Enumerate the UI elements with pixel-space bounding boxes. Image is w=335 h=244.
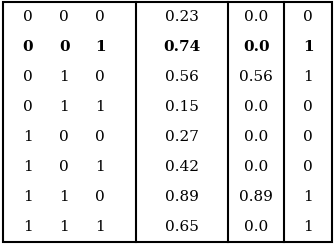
Text: 0.42: 0.42 [165,160,199,174]
Text: 0.23: 0.23 [165,10,199,24]
Text: 1: 1 [95,100,105,114]
Text: 0: 0 [59,10,69,24]
Text: 1: 1 [303,70,313,84]
Text: 0: 0 [23,100,33,114]
Text: 0.0: 0.0 [244,10,268,24]
Text: 0.15: 0.15 [165,100,199,114]
Text: 0.0: 0.0 [244,100,268,114]
Text: 1: 1 [95,220,105,234]
Text: 1: 1 [303,40,313,54]
Text: 0: 0 [23,70,33,84]
Text: 1: 1 [95,160,105,174]
Text: 1: 1 [303,220,313,234]
Text: 1: 1 [23,130,33,144]
Text: 0: 0 [303,160,313,174]
Text: 0: 0 [303,130,313,144]
Text: 1: 1 [23,220,33,234]
Text: 1: 1 [303,190,313,204]
Text: 0: 0 [303,100,313,114]
Text: 1: 1 [23,160,33,174]
Text: 0: 0 [59,160,69,174]
Text: 0: 0 [23,10,33,24]
Text: 1: 1 [95,40,106,54]
Text: 0: 0 [23,40,33,54]
Text: 0.89: 0.89 [239,190,273,204]
Text: 0.74: 0.74 [164,40,201,54]
Text: 0.27: 0.27 [165,130,199,144]
Text: 0.56: 0.56 [165,70,199,84]
Text: 1: 1 [59,70,69,84]
Text: 0.65: 0.65 [165,220,199,234]
Text: 0.0: 0.0 [244,220,268,234]
Text: 1: 1 [23,190,33,204]
Text: 0.0: 0.0 [244,160,268,174]
Text: 0.0: 0.0 [244,130,268,144]
Text: 0: 0 [95,130,105,144]
Text: 0: 0 [95,190,105,204]
Text: 0: 0 [303,10,313,24]
Text: 0.0: 0.0 [243,40,269,54]
Text: 0: 0 [59,40,69,54]
Text: 1: 1 [59,100,69,114]
Text: 1: 1 [59,220,69,234]
Text: 1: 1 [59,190,69,204]
Text: 0: 0 [95,10,105,24]
Text: 0.56: 0.56 [239,70,273,84]
Text: 0: 0 [95,70,105,84]
Text: 0: 0 [59,130,69,144]
Text: 0.89: 0.89 [165,190,199,204]
